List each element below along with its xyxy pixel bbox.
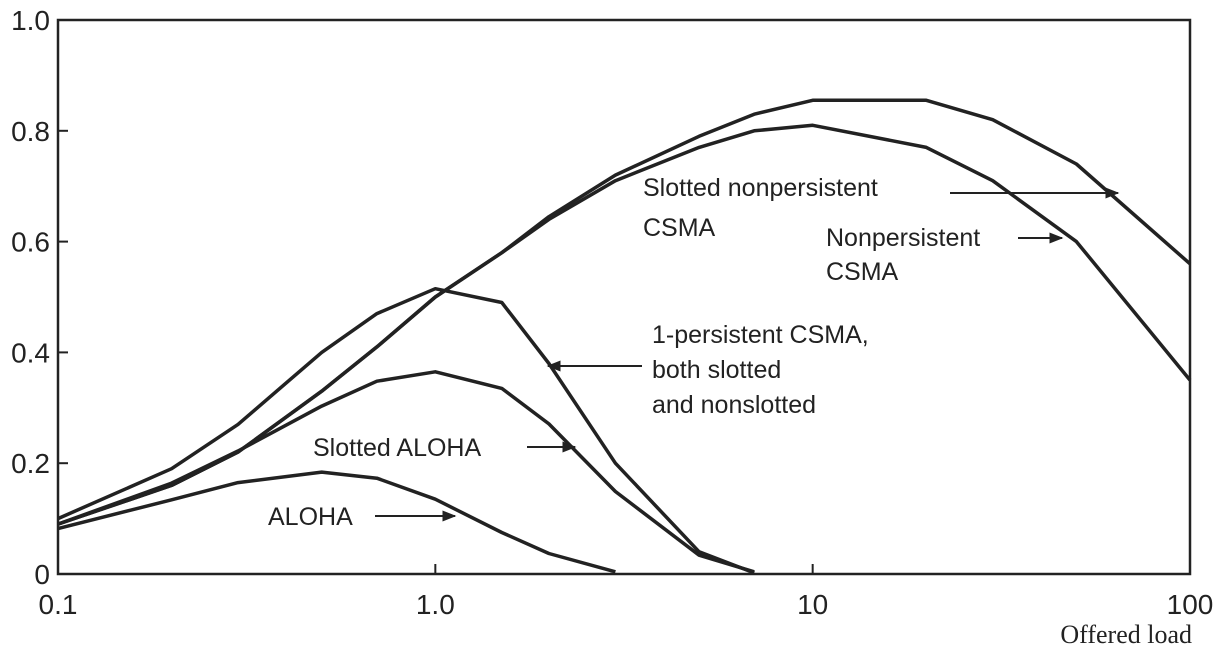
y-tick-label: 0.4 [11, 337, 50, 368]
annotation: ALOHA [268, 503, 353, 531]
y-tick-label: 0.2 [11, 448, 50, 479]
series-line [57, 286, 755, 575]
annotation: Slotted nonpersistent [643, 174, 878, 202]
y-tick-label: 1.0 [11, 5, 50, 36]
y-tick-label: 0 [34, 559, 50, 590]
annotation: 1-persistent CSMA, [652, 321, 869, 349]
x-tick-label: 100 [1167, 589, 1214, 620]
x-tick-label: 1.0 [416, 589, 455, 620]
series-line [57, 470, 616, 574]
y-tick-label: 0.6 [11, 227, 50, 258]
annotation: both slotted [652, 356, 781, 384]
annotation: and nonslotted [652, 391, 816, 419]
annotation: CSMA [643, 214, 716, 242]
plot-frame [56, 18, 1192, 576]
x-tick-label: 10 [797, 589, 828, 620]
series-line [57, 123, 1192, 526]
annotation: Nonpersistent [826, 224, 980, 252]
x-axis-label: Offered load [1060, 620, 1192, 649]
series-line [57, 98, 1192, 526]
x-tick-label: 0.1 [39, 589, 78, 620]
annotation: CSMA [826, 258, 899, 286]
annotation: Slotted ALOHA [313, 434, 481, 462]
y-tick-label: 0.8 [11, 116, 50, 147]
